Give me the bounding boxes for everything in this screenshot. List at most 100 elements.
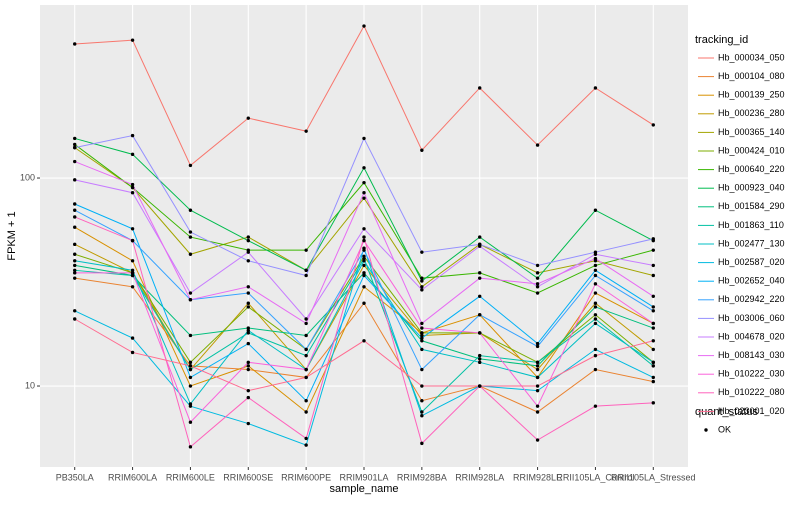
point — [73, 159, 77, 164]
point — [420, 331, 424, 335]
point — [130, 182, 135, 187]
point — [188, 404, 193, 408]
point — [246, 364, 250, 368]
point — [593, 305, 598, 309]
point — [593, 367, 598, 372]
point — [188, 364, 193, 368]
x-tick-label: RRIM600LE — [166, 472, 215, 482]
point — [130, 185, 135, 190]
point — [246, 235, 250, 239]
point — [593, 86, 598, 90]
point — [304, 375, 308, 380]
point — [593, 301, 598, 305]
point — [478, 360, 482, 365]
point — [188, 333, 193, 338]
point — [188, 375, 193, 380]
point — [304, 436, 308, 441]
point — [478, 244, 482, 248]
point — [535, 263, 540, 268]
point — [362, 248, 366, 252]
point — [651, 305, 655, 309]
point — [246, 238, 250, 243]
point — [246, 388, 250, 393]
point — [535, 367, 540, 372]
point — [246, 285, 250, 289]
point — [651, 294, 655, 298]
point — [73, 208, 77, 212]
point — [304, 347, 308, 352]
point — [651, 339, 655, 343]
point — [73, 178, 77, 182]
point — [246, 259, 250, 263]
point — [304, 333, 308, 338]
point — [420, 384, 424, 388]
point — [304, 410, 308, 414]
point — [420, 326, 424, 330]
point — [304, 353, 308, 358]
point — [535, 291, 540, 295]
point — [535, 143, 540, 147]
x-tick-label: RRIM600SE — [223, 472, 273, 482]
legend-label: Hb_010222_030 — [718, 369, 785, 379]
point — [420, 276, 424, 280]
point — [593, 252, 598, 256]
point — [188, 420, 193, 424]
point — [246, 367, 250, 372]
point — [478, 313, 482, 317]
point — [593, 263, 598, 268]
point — [246, 116, 250, 120]
point — [535, 404, 540, 408]
point — [593, 273, 598, 278]
point — [130, 268, 135, 273]
point — [73, 263, 77, 268]
point — [130, 350, 135, 355]
point — [188, 235, 193, 239]
point — [420, 367, 424, 372]
x-tick-label: PB350LA — [56, 472, 94, 482]
point — [73, 309, 77, 313]
legend-label: Hb_002477_130 — [718, 238, 785, 248]
point — [420, 333, 424, 338]
point — [362, 166, 366, 170]
point — [304, 321, 308, 326]
legend-label: Hb_023001_020 — [718, 406, 785, 416]
point — [246, 360, 250, 365]
point — [130, 191, 135, 195]
point — [73, 252, 77, 256]
point — [304, 443, 308, 447]
point — [478, 353, 482, 358]
point — [73, 259, 77, 263]
legend-label: Hb_002942_220 — [718, 294, 785, 304]
legend-label: Hb_000104_080 — [718, 71, 785, 81]
point — [420, 413, 424, 418]
point — [362, 24, 366, 28]
legend-label: Hb_008143_030 — [718, 350, 785, 360]
point — [362, 271, 366, 275]
point — [478, 276, 482, 280]
point — [651, 321, 655, 326]
point — [246, 331, 250, 335]
point — [651, 123, 655, 127]
x-tick-label: RRII105LA_Control — [556, 472, 634, 482]
point — [420, 285, 424, 289]
legend-title: tracking_id — [695, 34, 748, 46]
point — [593, 353, 598, 358]
point — [535, 384, 540, 388]
point — [593, 256, 598, 261]
point — [478, 294, 482, 298]
point — [130, 227, 135, 231]
x-tick-label: RRIM928LA — [455, 472, 504, 482]
legend-label: Hb_000923_040 — [718, 183, 785, 193]
point — [246, 421, 250, 426]
point — [420, 250, 424, 254]
x-tick-label: RRIM928BA — [397, 472, 447, 482]
point — [362, 196, 366, 200]
point — [535, 276, 540, 280]
point — [188, 367, 193, 372]
legend-label: Hb_000640_220 — [718, 164, 785, 174]
point — [651, 263, 655, 268]
point — [651, 401, 655, 405]
point — [420, 410, 424, 414]
point — [362, 301, 366, 305]
point — [535, 341, 540, 346]
